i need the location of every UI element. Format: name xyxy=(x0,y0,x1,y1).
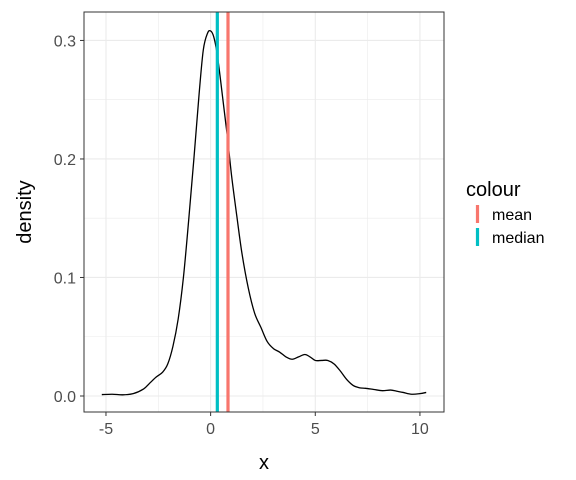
legend-title: colour xyxy=(466,179,521,201)
x-tick-label: 10 xyxy=(411,421,429,438)
x-tick-label: -5 xyxy=(99,421,113,438)
legend-label-median: median xyxy=(492,230,544,247)
legend-label-mean: mean xyxy=(492,207,532,224)
panel-border xyxy=(83,11,445,413)
y-axis-title: density xyxy=(14,180,36,243)
y-axis-ticks: 0.0 0.1 0.2 0.3 xyxy=(54,33,84,406)
reference-lines xyxy=(215,12,230,412)
x-tick-label: 0 xyxy=(206,421,215,438)
legend: colour mean median xyxy=(466,179,544,247)
x-axis-ticks: -5 0 5 10 xyxy=(99,412,429,438)
y-tick-label: 0.1 xyxy=(54,270,76,287)
density-curve xyxy=(101,29,427,396)
y-tick-label: 0.0 xyxy=(54,389,76,406)
y-tick-label: 0.2 xyxy=(54,152,76,169)
grid-lines xyxy=(84,12,444,412)
density-curve-layer xyxy=(101,29,427,396)
x-tick-label: 5 xyxy=(311,421,320,438)
x-axis-title: x xyxy=(259,452,269,474)
legend-entries: mean median xyxy=(475,205,544,247)
y-tick-label: 0.3 xyxy=(54,33,76,50)
